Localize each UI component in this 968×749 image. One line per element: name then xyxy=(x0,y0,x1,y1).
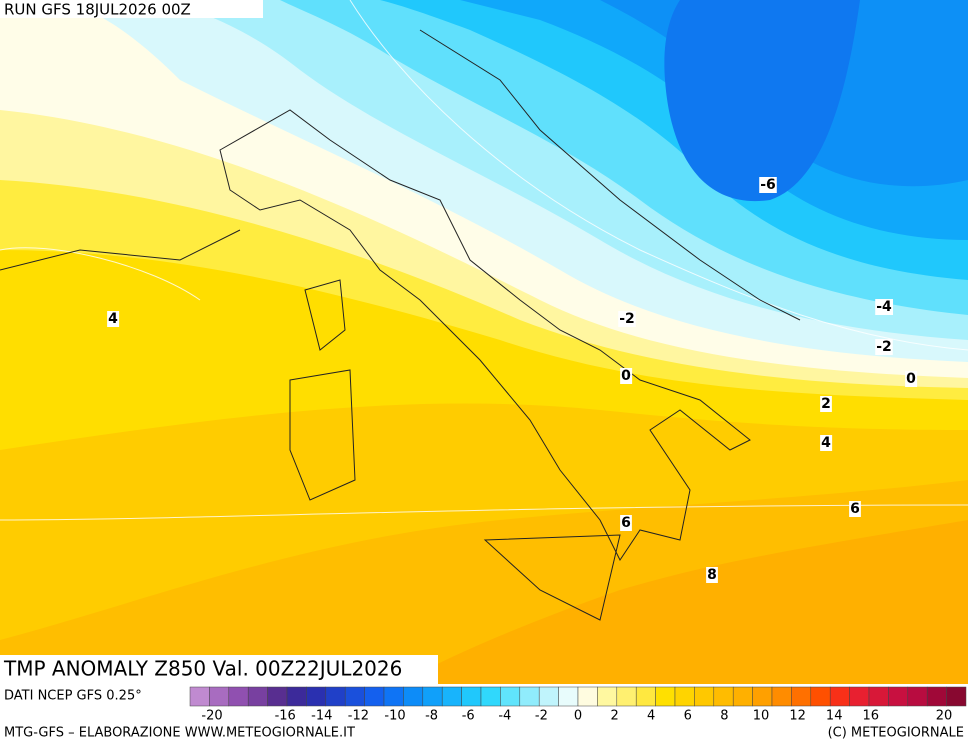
contour-label-bg xyxy=(849,501,861,517)
contour-label: 0 xyxy=(621,368,631,384)
colorbar-label: -4 xyxy=(498,709,511,724)
colorbar-swatch xyxy=(441,686,462,707)
map-area xyxy=(0,0,968,684)
contour-label: 8 xyxy=(707,567,717,583)
contour-label: -2 xyxy=(876,339,892,355)
header-box xyxy=(0,0,263,18)
colorbar-swatch xyxy=(383,686,404,707)
contour-label: 6 xyxy=(621,515,631,531)
anomaly-band xyxy=(664,0,860,202)
colorbar-swatch xyxy=(674,686,695,707)
colorbar-swatch xyxy=(752,686,773,707)
colorbar-swatch xyxy=(829,686,850,707)
contour-label: 2 xyxy=(821,396,831,412)
colorbar-swatch xyxy=(868,686,889,707)
colorbar-swatch xyxy=(926,686,947,707)
title-box xyxy=(0,655,438,684)
colorbar-label: -8 xyxy=(425,709,438,724)
colorbar-swatch xyxy=(247,686,268,707)
colorbar-label: 2 xyxy=(610,709,618,724)
colorbar-swatch xyxy=(849,686,870,707)
colorbar-label: -20 xyxy=(201,709,222,724)
colorbar-label: 16 xyxy=(863,709,880,724)
contour-label-bg xyxy=(620,368,633,384)
colorbar-swatch xyxy=(655,686,676,707)
colorbar-swatch xyxy=(189,686,210,707)
footer-left: MTG-GFS – ELABORAZIONE WWW.METEOGIORNALE… xyxy=(4,726,355,741)
contour-label: 0 xyxy=(906,371,916,387)
colorbar-swatch xyxy=(907,686,928,707)
colorbar-swatch xyxy=(209,686,230,707)
colorbar-label: 6 xyxy=(684,709,692,724)
colorbar-swatch xyxy=(616,686,637,707)
colorbar-swatch xyxy=(325,686,346,707)
colorbar-label: -2 xyxy=(535,709,548,724)
colorbar-swatch xyxy=(500,686,521,707)
colorbar-swatch xyxy=(810,686,831,707)
colorbar-swatch xyxy=(267,686,288,707)
colorbar-label: -10 xyxy=(384,709,405,724)
colorbar-label: 12 xyxy=(789,709,806,724)
colorbar-swatch xyxy=(344,686,365,707)
colorbar-label: -12 xyxy=(348,709,369,724)
colorbar-swatch xyxy=(771,686,792,707)
colorbar-swatch xyxy=(228,686,249,707)
contour-label-bg xyxy=(820,435,833,451)
colorbar-swatch xyxy=(558,686,579,707)
colorbar-swatch xyxy=(306,686,327,707)
colorbar-swatch xyxy=(422,686,443,707)
contour-label: 4 xyxy=(821,435,831,451)
colorbar-label: 20 xyxy=(936,709,953,724)
colorbar-label: -16 xyxy=(275,709,296,724)
contour-label-bg xyxy=(618,311,636,327)
contour-label-bg xyxy=(905,371,918,387)
colorbar-label: -6 xyxy=(462,709,475,724)
contour-label-bg xyxy=(820,396,832,412)
contour-label: 6 xyxy=(850,501,860,517)
map-title: TMP ANOMALY Z850 Val. 00Z22JUL2026 xyxy=(3,657,402,681)
colorbar-swatch xyxy=(597,686,618,707)
colorbar-swatch xyxy=(538,686,559,707)
colorbar-swatch xyxy=(888,686,909,707)
contour-line xyxy=(0,0,968,521)
footer-right: (C) METEOGIORNALE xyxy=(828,726,964,741)
colorbar-swatch xyxy=(403,686,424,707)
contour-labels: -6 -4 -2 0 -2 0 2 4 4 6 6 8 xyxy=(107,177,918,583)
colorbar-label: 4 xyxy=(647,709,655,724)
colorbar-label: 8 xyxy=(720,709,728,724)
colorbar-label: 0 xyxy=(574,709,582,724)
contour-label: -2 xyxy=(619,311,635,327)
colorbar-swatch xyxy=(577,686,598,707)
colorbar-label: 14 xyxy=(826,709,843,724)
colorbar-swatch xyxy=(713,686,734,707)
run-label: RUN GFS 18JUL2026 00Z xyxy=(4,1,191,19)
colorbar-swatch xyxy=(635,686,656,707)
colorbar-label: -14 xyxy=(311,709,332,724)
contour-label-bg xyxy=(875,299,894,315)
colorbar-swatch xyxy=(519,686,540,707)
colorbar-swatch xyxy=(480,686,501,707)
colorbar-swatch xyxy=(364,686,385,707)
colorbar-label: 10 xyxy=(753,709,770,724)
contour-label-bg xyxy=(875,339,893,355)
contour-label: 4 xyxy=(108,311,118,327)
contour-label-bg xyxy=(706,567,718,583)
coastline xyxy=(0,29,801,621)
colorbar-swatch xyxy=(694,686,715,707)
colorbar-swatch xyxy=(286,686,307,707)
contour-label: -4 xyxy=(876,299,892,315)
colorbar-swatch xyxy=(732,686,753,707)
colorbar-swatch xyxy=(946,686,967,707)
contour-label: -6 xyxy=(760,177,776,193)
contour-label-bg xyxy=(759,177,777,193)
colorbar: -20 -16 -14 -12 -10 -8 -6 -4 -2 0 2 4 6 8 10 12 14 16 20 xyxy=(189,686,967,724)
contour-label-bg xyxy=(620,515,632,531)
colorbar-swatch xyxy=(461,686,482,707)
colorbar-swatch xyxy=(791,686,812,707)
source-label: DATI NCEP GFS 0.25° xyxy=(4,689,142,704)
contour-label-bg xyxy=(107,311,120,327)
